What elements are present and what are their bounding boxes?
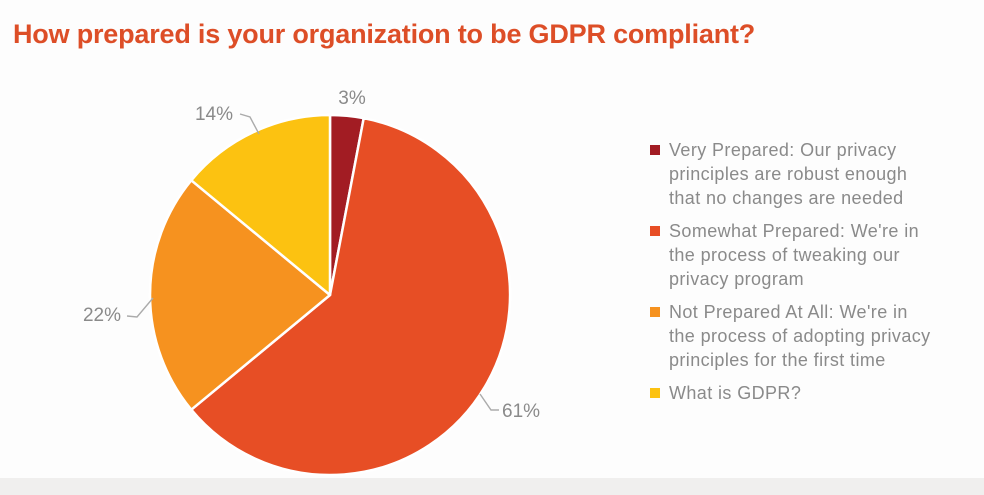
pct-label-not-prepared: 22% bbox=[83, 305, 121, 326]
pie-slice-somewhat-prepared[interactable] bbox=[190, 116, 512, 477]
pct-label-very-prepared: 3% bbox=[338, 88, 366, 109]
chart-title: How prepared is your organization to be … bbox=[13, 19, 756, 49]
legend-text-line: Very Prepared: Our privacy bbox=[669, 140, 897, 160]
legend-swatch-what-is-gdpr-icon bbox=[650, 388, 660, 398]
legend-text-line: the process of adopting privacy bbox=[669, 326, 931, 346]
leader-line-14pct bbox=[239, 113, 260, 135]
legend-text-line: Not Prepared At All: We're in bbox=[669, 302, 908, 322]
legend-swatch-very-prepared-icon bbox=[650, 145, 660, 155]
pie-slice-not-prepared[interactable] bbox=[148, 179, 332, 411]
legend-item-very-prepared[interactable]: Very Prepared: Our privacy principles ar… bbox=[650, 138, 982, 210]
chart-legend: Very Prepared: Our privacy principles ar… bbox=[650, 138, 982, 414]
pie-slice-what-is-gdpr[interactable] bbox=[190, 113, 332, 297]
pct-label-somewhat-prepared: 61% bbox=[502, 401, 540, 422]
legend-text-line: Somewhat Prepared: We're in bbox=[669, 221, 920, 241]
leader-line-22pct bbox=[126, 297, 154, 318]
legend-text-line: privacy program bbox=[669, 269, 805, 289]
legend-swatch-not-prepared-icon bbox=[650, 307, 660, 317]
legend-text-line: principles are robust enough bbox=[669, 164, 908, 184]
legend-item-somewhat-prepared[interactable]: Somewhat Prepared: We're in the process … bbox=[650, 219, 982, 291]
legend-item-what-is-gdpr[interactable]: What is GDPR? bbox=[650, 381, 982, 405]
leader-line-61pct bbox=[479, 393, 499, 411]
footer-bar bbox=[0, 478, 984, 495]
legend-swatch-somewhat-prepared-icon bbox=[650, 226, 660, 236]
legend-text-line: that no changes are needed bbox=[669, 188, 904, 208]
legend-text-line: the process of tweaking our bbox=[669, 245, 900, 265]
legend-text-line: principles for the first time bbox=[669, 350, 886, 370]
legend-item-not-prepared[interactable]: Not Prepared At All: We're in the proces… bbox=[650, 300, 982, 372]
legend-text-line: What is GDPR? bbox=[669, 383, 802, 403]
pct-label-what-is-gdpr: 14% bbox=[195, 104, 233, 125]
